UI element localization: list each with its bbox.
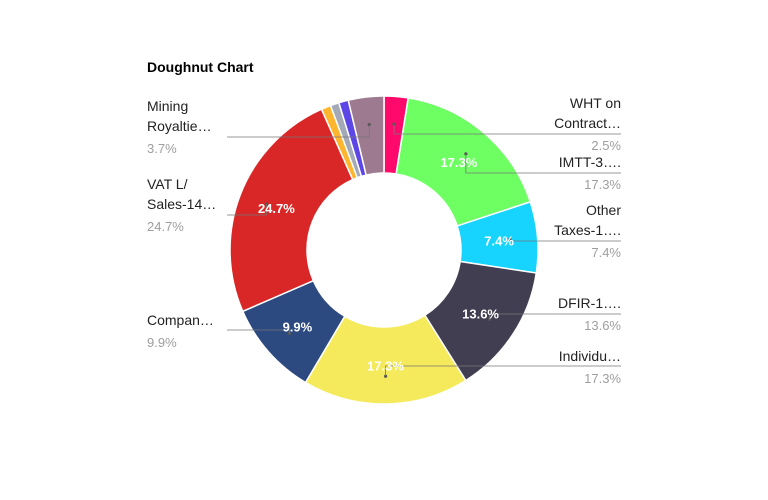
slice-10[interactable] <box>347 95 385 177</box>
slice-1-percent-label: 17.3% <box>584 177 621 192</box>
slice-3-leader-line <box>489 313 621 320</box>
slice-6-value-label: 24.7% <box>258 201 295 216</box>
slice-4-label-line-0: Individu… <box>559 348 621 364</box>
slice-10-label-line-1: Royaltie… <box>147 118 212 134</box>
slice-4-leader-line <box>385 365 621 377</box>
slice-1[interactable] <box>395 97 532 227</box>
outside-labels-group: WHT on Contract… 2.5%IMTT-3…. 17.3% Other Tax… <box>147 95 621 386</box>
slice-6-leader-line <box>227 204 267 216</box>
slice-3-percent-label: 13.6% <box>584 318 621 333</box>
slice-2-label-line-0: Other <box>586 202 621 218</box>
slice-2-value-label: 7.4% <box>484 233 514 248</box>
slice-6-label-line-1: Sales-14… <box>147 196 216 212</box>
slice-5-value-label: 9.9% <box>283 319 313 334</box>
slice-2-label-line-1: Taxes-1…. <box>554 222 621 238</box>
slice-1-leader-line <box>465 153 621 174</box>
slice-5-leader-line <box>227 329 290 334</box>
chart-title: Doughnut Chart <box>147 59 254 75</box>
slices-group <box>229 95 539 405</box>
slice-6-percent-label: 24.7% <box>147 219 184 234</box>
value-labels-group: 17.3% 7.4% 13.6% 17.3% 9.9% 24.7% <box>258 155 514 373</box>
slice-10-label-line-0: Mining <box>147 98 188 114</box>
slice-5-percent-label: 9.9% <box>147 335 177 350</box>
slice-1-label-line-0: IMTT-3…. <box>559 154 621 170</box>
slice-0-leader-line <box>393 124 621 135</box>
slice-2-percent-label: 7.4% <box>591 245 621 260</box>
slice-3-label-line-0: DFIR-1…. <box>558 295 621 311</box>
slice-6[interactable] <box>229 108 354 313</box>
slice-6-label-line-0: VAT L/ <box>147 176 188 192</box>
slice-0-label-line-1: Contract… <box>554 115 621 131</box>
slice-0-label-line-0: WHT on <box>570 95 621 111</box>
slice-5-label-line-0: Compan… <box>147 312 214 328</box>
slice-3-value-label: 13.6% <box>462 306 499 321</box>
slice-0-percent-label: 2.5% <box>591 138 621 153</box>
slice-2-leader-line <box>509 239 621 242</box>
slice-4[interactable] <box>304 314 467 405</box>
slice-10-leader-line <box>227 124 370 138</box>
leader-lines-group <box>227 122 621 378</box>
slice-1-value-label: 17.3% <box>440 155 477 170</box>
slice-10-percent-label: 3.7% <box>147 141 177 156</box>
slice-4-percent-label: 17.3% <box>584 371 621 386</box>
slice-4-value-label: 17.3% <box>367 358 404 373</box>
